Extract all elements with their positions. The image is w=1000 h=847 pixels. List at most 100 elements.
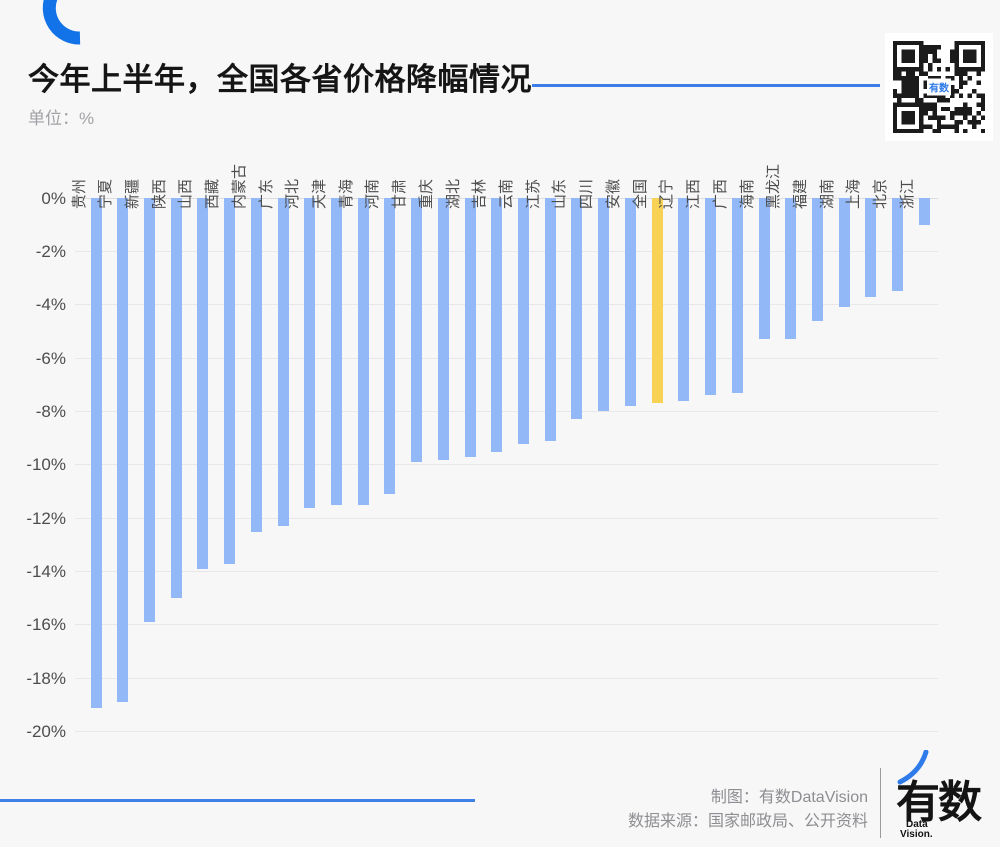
category-label-宁夏: 宁夏 xyxy=(97,178,115,209)
y-tick-label: -8% xyxy=(35,401,66,421)
category-label-海南: 海南 xyxy=(738,178,756,209)
page-title: 今年上半年，全国各省价格降幅情况 xyxy=(28,62,532,97)
category-label-山西: 山西 xyxy=(177,178,195,209)
gridline--6% xyxy=(75,357,938,359)
bar-河南 xyxy=(384,198,396,495)
bar-广西 xyxy=(731,198,743,393)
bar-内蒙古 xyxy=(250,198,262,532)
bar-贵州 xyxy=(90,198,102,708)
y-tick-label: -4% xyxy=(35,295,66,315)
bar-吉林 xyxy=(491,198,503,452)
category-label-河南: 河南 xyxy=(364,178,382,209)
category-label-江苏: 江苏 xyxy=(524,178,542,209)
bar-新疆 xyxy=(143,198,155,623)
gridline--18% xyxy=(75,677,938,679)
category-label-湖南: 湖南 xyxy=(818,178,836,209)
bar-浙江 xyxy=(918,198,930,225)
footer-logo-sub-data: Data xyxy=(906,819,928,830)
bar-四川 xyxy=(598,198,610,412)
bar-山西 xyxy=(197,198,209,569)
qr-center-logo: 有数 xyxy=(927,78,951,96)
category-label-广东: 广东 xyxy=(257,178,275,209)
category-label-四川: 四川 xyxy=(578,178,596,209)
bar-福建 xyxy=(811,198,823,321)
footer-logo: 有数 Data Vision. xyxy=(892,750,996,844)
qr-code-pattern xyxy=(892,40,986,134)
category-label-天津: 天津 xyxy=(310,178,328,209)
gridline--12% xyxy=(75,517,938,519)
bar-河北 xyxy=(304,198,316,508)
bottom-accent-line xyxy=(0,799,475,802)
category-label-江西: 江西 xyxy=(685,178,703,209)
bar-江西 xyxy=(705,198,717,396)
bar-湖南 xyxy=(838,198,850,308)
bar-江苏 xyxy=(544,198,556,441)
category-label-云南: 云南 xyxy=(498,178,516,209)
y-tick-label: 0% xyxy=(41,188,66,208)
category-label-福建: 福建 xyxy=(791,178,809,209)
bar-上海 xyxy=(865,198,877,297)
gridline--20% xyxy=(75,731,938,733)
category-label-浙江: 浙江 xyxy=(898,178,916,209)
category-label-辽宁: 辽宁 xyxy=(658,178,676,209)
gridline-0% xyxy=(75,197,938,199)
category-label-西藏: 西藏 xyxy=(204,178,222,209)
category-label-青海: 青海 xyxy=(337,178,355,209)
category-label-吉林: 吉林 xyxy=(471,178,489,209)
category-label-北京: 北京 xyxy=(872,178,890,209)
bar-云南 xyxy=(518,198,530,444)
footer-logo-swoosh-icon xyxy=(897,750,929,785)
bar-辽宁 xyxy=(678,198,690,401)
bar-西藏 xyxy=(224,198,236,564)
category-label-上海: 上海 xyxy=(845,178,863,209)
category-label-重庆: 重庆 xyxy=(417,178,435,209)
bar-黑龙江 xyxy=(785,198,797,340)
bar-海南 xyxy=(758,198,770,340)
gridline--2% xyxy=(75,250,938,252)
bar-山东 xyxy=(571,198,583,420)
bar-青海 xyxy=(357,198,369,505)
y-tick-label: -18% xyxy=(26,668,66,688)
y-tick-label: -12% xyxy=(26,508,66,528)
gridline--14% xyxy=(75,571,938,573)
qr-code: 有数 xyxy=(885,33,993,141)
bar-广东 xyxy=(277,198,289,527)
y-tick-label: -20% xyxy=(26,722,66,742)
category-label-山东: 山东 xyxy=(551,178,569,209)
gridline--10% xyxy=(75,464,938,466)
bar-甘肃 xyxy=(411,198,423,463)
category-label-甘肃: 甘肃 xyxy=(391,178,409,209)
brand-arc-logo xyxy=(20,0,92,48)
category-label-内蒙古: 内蒙古 xyxy=(230,163,248,209)
bar-湖北 xyxy=(464,198,476,457)
bar-陕西 xyxy=(170,198,182,599)
brand-arc-path xyxy=(42,0,81,45)
gridline--8% xyxy=(75,410,938,412)
category-label-黑龙江: 黑龙江 xyxy=(765,163,783,209)
bar-宁夏 xyxy=(117,198,129,703)
bar-天津 xyxy=(330,198,342,505)
gridline--4% xyxy=(75,304,938,306)
category-label-广西: 广西 xyxy=(711,178,729,209)
unit-label: 单位：% xyxy=(28,109,95,128)
y-tick-label: -10% xyxy=(26,455,66,475)
footer-divider xyxy=(880,768,881,838)
y-tick-label: -2% xyxy=(35,241,66,261)
category-label-新疆: 新疆 xyxy=(123,178,141,209)
category-label-湖北: 湖北 xyxy=(444,178,462,209)
y-tick-label: -16% xyxy=(26,615,66,635)
y-tick-label: -6% xyxy=(35,348,66,368)
category-label-河北: 河北 xyxy=(284,178,302,209)
gridline--16% xyxy=(75,624,938,626)
footer-logo-text: 有数 xyxy=(896,778,982,827)
category-label-全国: 全国 xyxy=(631,178,649,209)
bar-北京 xyxy=(892,198,904,292)
bar-全国 xyxy=(651,198,663,404)
footer-logo-sub-vision: Vision. xyxy=(900,829,933,840)
source-line: 数据来源：国家邮政局、公开资料 xyxy=(627,813,868,830)
bar-安徽 xyxy=(624,198,636,407)
title-underline xyxy=(532,84,880,87)
category-label-安徽: 安徽 xyxy=(604,178,622,209)
category-label-贵州: 贵州 xyxy=(70,178,88,209)
